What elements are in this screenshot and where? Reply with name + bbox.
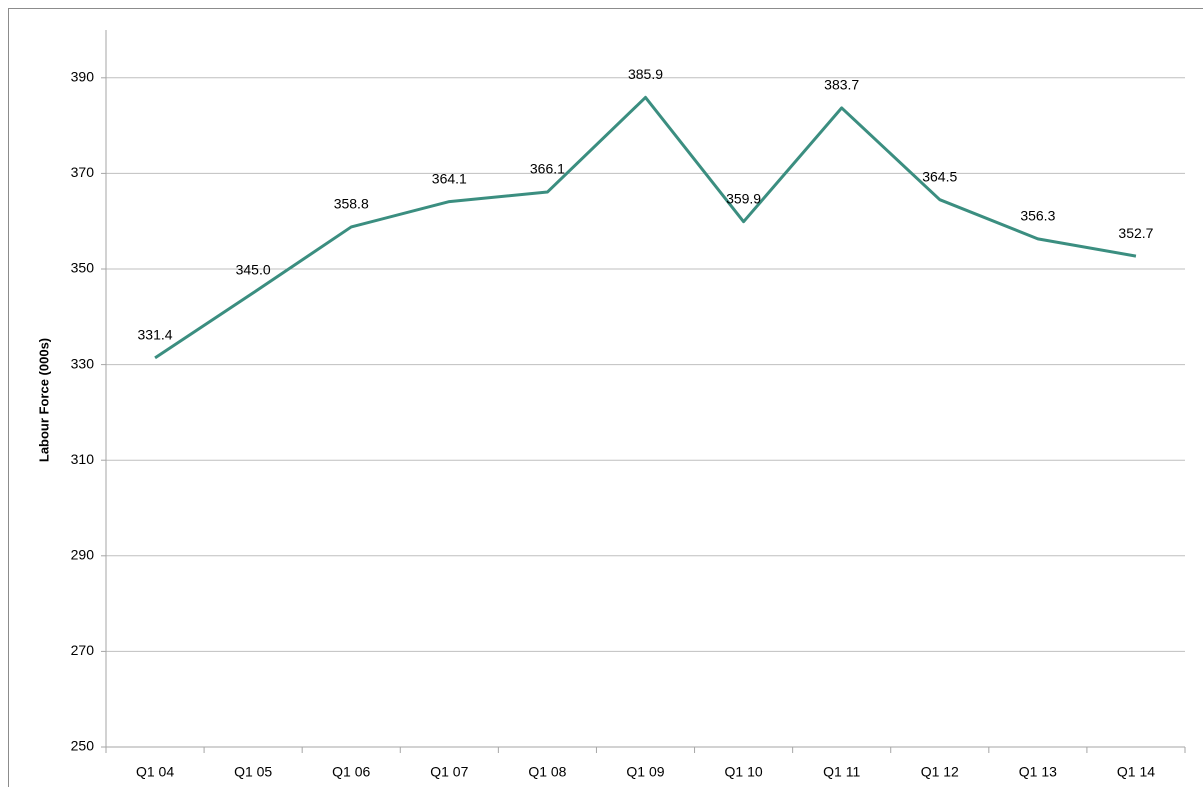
x-tick-label: Q1 05	[234, 764, 272, 780]
data-label: 345.0	[236, 262, 271, 278]
x-tick-label: Q1 10	[725, 764, 763, 780]
x-tick-label: Q1 08	[528, 764, 566, 780]
x-tick-label: Q1 12	[921, 764, 959, 780]
y-tick-label: 270	[71, 642, 95, 658]
data-label: 356.3	[1020, 208, 1055, 224]
y-tick-label: 330	[71, 355, 95, 371]
data-label: 383.7	[824, 77, 859, 93]
data-line	[154, 95, 1137, 360]
y-tick-label: 310	[71, 451, 95, 467]
data-label: 366.1	[530, 161, 565, 177]
x-tick-label: Q1 06	[332, 764, 370, 780]
x-tick-label: Q1 04	[136, 764, 174, 780]
x-tick-label: Q1 14	[1117, 764, 1155, 780]
data-label: 385.9	[628, 66, 663, 82]
data-label: 359.9	[726, 190, 761, 206]
chart-frame	[8, 8, 1203, 787]
data-label: 364.1	[432, 170, 467, 186]
data-label: 358.8	[334, 196, 369, 212]
data-label: 364.5	[922, 168, 957, 184]
data-label: 352.7	[1118, 225, 1153, 241]
x-tick-label: Q1 09	[626, 764, 664, 780]
y-tick-label: 390	[71, 69, 95, 85]
data-label: 331.4	[138, 327, 173, 343]
x-tick-label: Q1 11	[823, 764, 860, 780]
y-tick-label: 350	[71, 260, 95, 276]
y-axis-title: Labour Force (000s)	[36, 338, 51, 462]
y-tick-label: 250	[71, 738, 95, 754]
x-tick-label: Q1 13	[1019, 764, 1057, 780]
y-tick-label: 290	[71, 547, 95, 563]
y-tick-label: 370	[71, 164, 95, 180]
x-tick-label: Q1 07	[430, 764, 468, 780]
